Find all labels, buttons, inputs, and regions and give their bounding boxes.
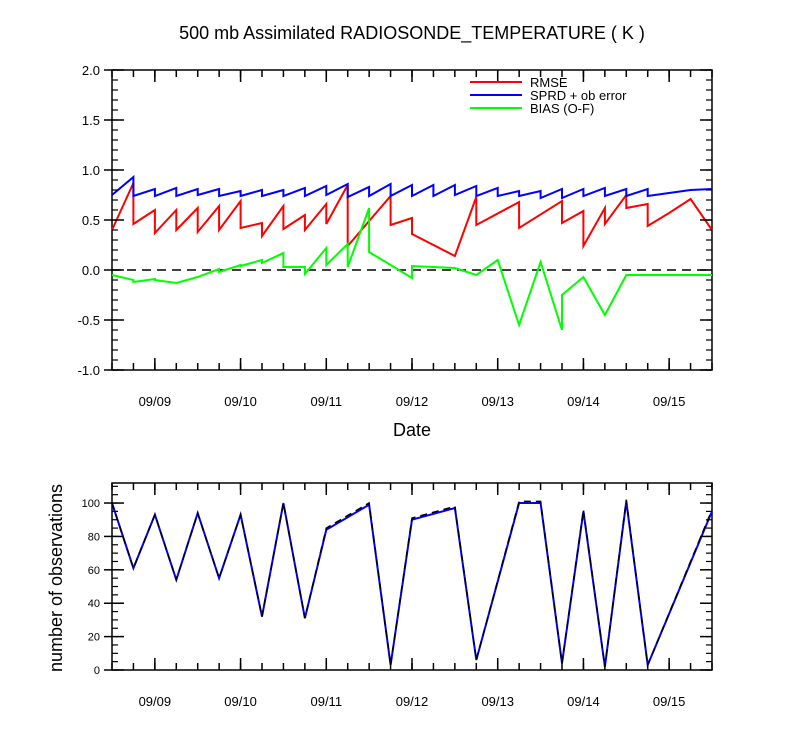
y-tick-label: -0.5 bbox=[78, 313, 100, 328]
x-tick-label: 09/10 bbox=[224, 694, 257, 709]
x-tick-label: 09/14 bbox=[567, 694, 600, 709]
x-tick-label: 09/09 bbox=[139, 394, 172, 409]
series-sprd-ob-error bbox=[111, 174, 713, 200]
series-bias-o-f bbox=[111, 207, 712, 331]
y-tick-label: 40 bbox=[88, 598, 100, 610]
legend-label: BIAS (O-F) bbox=[530, 101, 594, 116]
rmse-sprd-bias-chart: 500 mb Assimilated RADIOSONDE_TEMPERATUR… bbox=[78, 23, 713, 440]
x-tick-label: 09/10 bbox=[224, 394, 257, 409]
series-observations-dashed bbox=[111, 499, 713, 668]
y-axis-label: number of observations bbox=[46, 484, 66, 672]
x-tick-label: 09/12 bbox=[396, 394, 429, 409]
legend-label: SPRD + ob error bbox=[530, 88, 627, 103]
legend-label: RMSE bbox=[530, 75, 568, 90]
x-tick-label: 09/13 bbox=[481, 694, 514, 709]
y-tick-label: 60 bbox=[88, 565, 100, 577]
y-tick-label: -1.0 bbox=[78, 363, 100, 378]
x-tick-label: 09/12 bbox=[396, 694, 429, 709]
y-tick-label: 0 bbox=[94, 665, 100, 677]
x-tick-label: 09/15 bbox=[653, 694, 686, 709]
y-tick-label: 20 bbox=[88, 632, 100, 644]
x-tick-label: 09/14 bbox=[567, 394, 600, 409]
chart-title: 500 mb Assimilated RADIOSONDE_TEMPERATUR… bbox=[179, 23, 645, 44]
y-tick-label: 2.0 bbox=[82, 63, 100, 78]
x-tick-label: 09/15 bbox=[653, 394, 686, 409]
x-tick-label: 09/11 bbox=[310, 694, 342, 709]
x-tick-label: 09/13 bbox=[481, 394, 514, 409]
x-tick-label: 09/11 bbox=[310, 394, 342, 409]
y-tick-label: 80 bbox=[88, 531, 100, 543]
x-tick-label: 09/09 bbox=[139, 694, 172, 709]
y-tick-label: 100 bbox=[82, 498, 100, 510]
y-tick-label: 1.5 bbox=[82, 113, 100, 128]
x-axis-label: Date bbox=[393, 420, 431, 440]
y-tick-label: 0.5 bbox=[82, 213, 100, 228]
y-tick-label: 1.0 bbox=[82, 163, 100, 178]
y-tick-label: 0.0 bbox=[82, 263, 100, 278]
plot-frame bbox=[111, 482, 713, 671]
observations-chart: 09/09 09/10 09/11 09/12 09/13 09/14 09/15 0 20 4… bbox=[46, 482, 713, 709]
